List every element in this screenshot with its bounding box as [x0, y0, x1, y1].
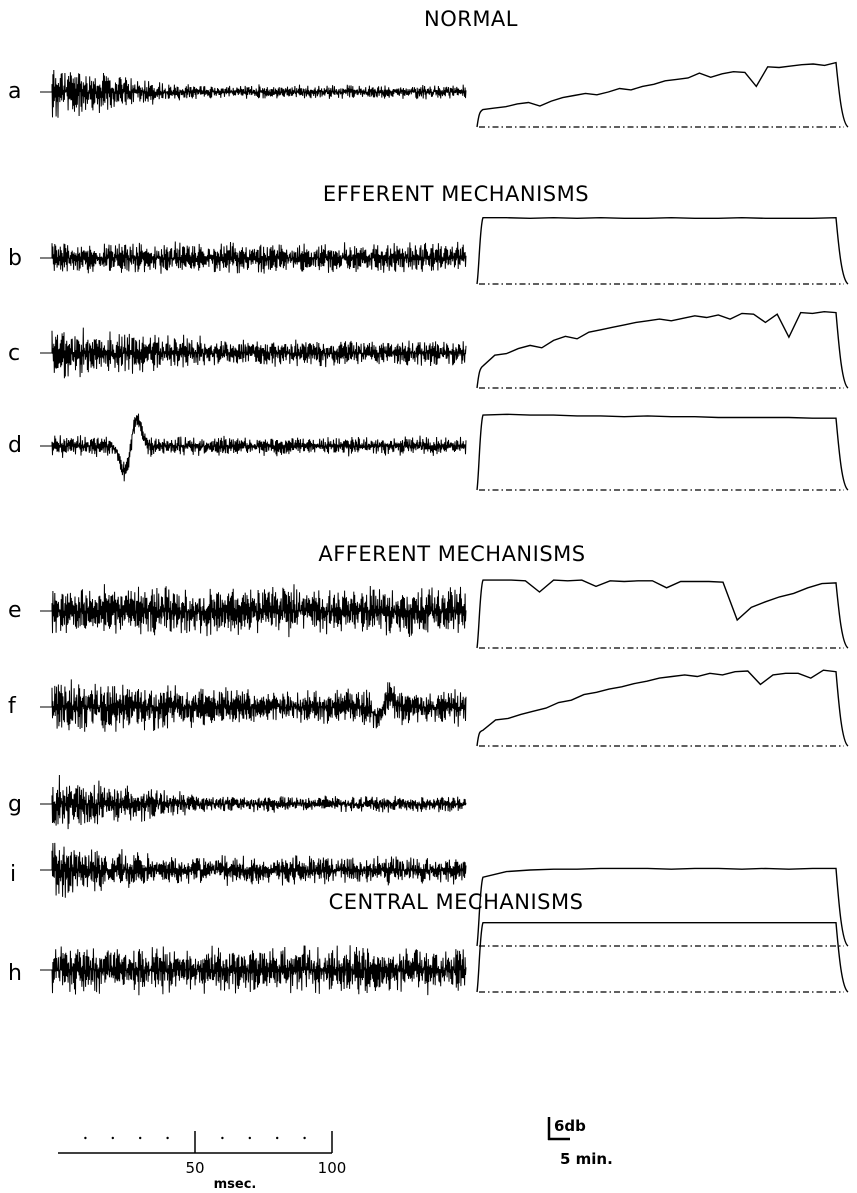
- emg-trace-i: [40, 842, 467, 898]
- time-scale-dot: [84, 1136, 87, 1140]
- time-scale-label-50: 50: [185, 1159, 204, 1177]
- row-label-a: a: [8, 79, 21, 104]
- calibration-amplitude: 6db: [554, 1117, 586, 1135]
- integrated-traces: [476, 61, 849, 993]
- emg-trace-b: [40, 241, 467, 274]
- time-scale-dot: [166, 1136, 169, 1140]
- trend-trace-a: [476, 61, 849, 128]
- trend-trace-i: [476, 867, 849, 947]
- time-scale-label-100: 100: [318, 1159, 347, 1177]
- time-scale-dot: [303, 1136, 306, 1140]
- section-heading-normal: NORMAL: [424, 7, 518, 31]
- time-scale-dot: [276, 1136, 279, 1140]
- trend-trace-c: [476, 310, 849, 389]
- time-scale-unit: msec.: [214, 1177, 257, 1192]
- row-label-c: c: [8, 341, 20, 366]
- emg-trace-a: [40, 69, 467, 118]
- emg-traces: [40, 69, 467, 996]
- time-scale-bar: 50 100 msec.: [58, 1131, 346, 1192]
- emg-trace-g: [40, 774, 467, 830]
- trend-trace-e: [476, 579, 849, 649]
- emg-trace-f: [40, 679, 467, 732]
- emg-trace-e: [40, 584, 467, 638]
- section-heading-central: CENTRAL MECHANISMS: [329, 890, 584, 914]
- time-scale-dot: [221, 1136, 224, 1140]
- row-label-d: d: [8, 433, 22, 458]
- trend-trace-d: [476, 413, 849, 491]
- row-label-f: f: [8, 694, 17, 719]
- time-scale-dots: [84, 1136, 306, 1140]
- row-label-e: e: [8, 598, 22, 623]
- section-heading-afferent: AFFERENT MECHANISMS: [318, 542, 585, 566]
- time-scale-dot: [248, 1136, 251, 1140]
- emg-trace-d: [40, 413, 467, 482]
- row-label-b: b: [8, 246, 22, 271]
- row-label-h: h: [8, 961, 22, 986]
- section-heading-efferent: EFFERENT MECHANISMS: [323, 182, 589, 206]
- emg-trace-c: [40, 327, 467, 379]
- trend-trace-b: [476, 216, 849, 285]
- row-label-g: g: [8, 792, 22, 817]
- emg-trace-h: [40, 945, 467, 996]
- row-label-i: i: [10, 862, 16, 887]
- calibration-time: 5 min.: [560, 1150, 613, 1168]
- trend-trace-h: [476, 922, 849, 993]
- trend-trace-f: [476, 669, 849, 747]
- time-scale-dot: [139, 1136, 142, 1140]
- time-scale-dot: [111, 1136, 115, 1140]
- calibration-bar: 6db 5 min.: [547, 1117, 613, 1168]
